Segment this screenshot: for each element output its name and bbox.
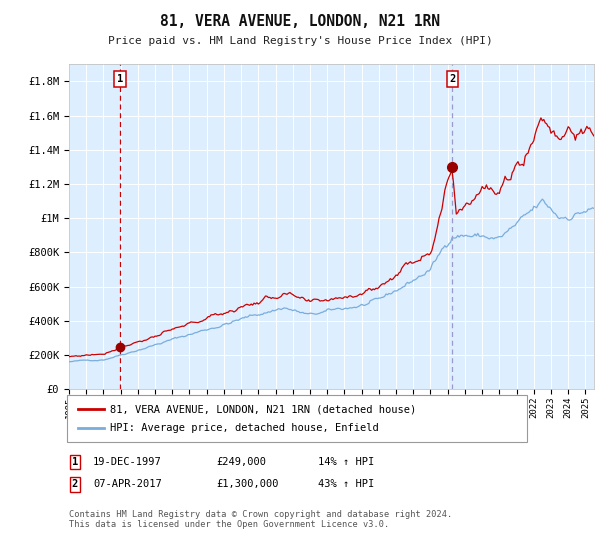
Text: Contains HM Land Registry data © Crown copyright and database right 2024.
This d: Contains HM Land Registry data © Crown c… xyxy=(69,510,452,529)
Text: 19-DEC-1997: 19-DEC-1997 xyxy=(93,457,162,467)
Text: 43% ↑ HPI: 43% ↑ HPI xyxy=(318,479,374,489)
Text: 14% ↑ HPI: 14% ↑ HPI xyxy=(318,457,374,467)
Text: £1,300,000: £1,300,000 xyxy=(216,479,278,489)
Text: £249,000: £249,000 xyxy=(216,457,266,467)
Text: 81, VERA AVENUE, LONDON, N21 1RN (detached house): 81, VERA AVENUE, LONDON, N21 1RN (detach… xyxy=(110,404,416,414)
Text: 81, VERA AVENUE, LONDON, N21 1RN: 81, VERA AVENUE, LONDON, N21 1RN xyxy=(160,14,440,29)
Text: 2: 2 xyxy=(449,74,455,84)
Text: HPI: Average price, detached house, Enfield: HPI: Average price, detached house, Enfi… xyxy=(110,423,379,433)
Text: 07-APR-2017: 07-APR-2017 xyxy=(93,479,162,489)
Text: Price paid vs. HM Land Registry's House Price Index (HPI): Price paid vs. HM Land Registry's House … xyxy=(107,36,493,46)
Text: 1: 1 xyxy=(72,457,78,467)
Text: 2: 2 xyxy=(72,479,78,489)
Text: 1: 1 xyxy=(117,74,123,84)
